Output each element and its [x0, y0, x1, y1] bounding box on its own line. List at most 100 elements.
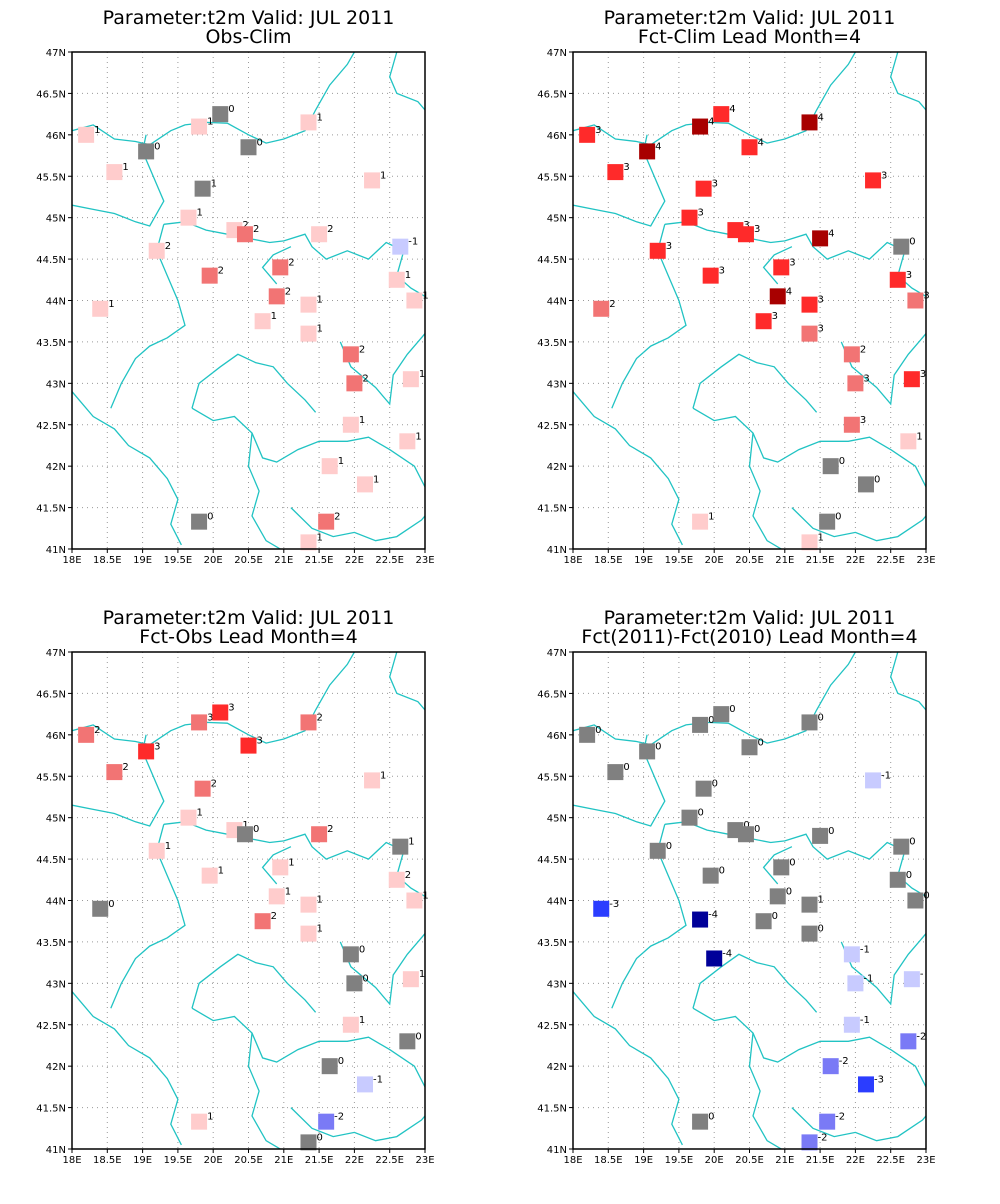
station-value-label: 1 — [916, 431, 922, 442]
station-value-label: 3 — [719, 266, 725, 277]
x-tick-label: 19.5E — [164, 555, 193, 566]
station-marker — [649, 842, 666, 859]
x-tick-label: 22E — [846, 555, 865, 566]
station-value-label: 0 — [154, 141, 160, 152]
station-value-label: 2 — [317, 712, 323, 723]
station-marker — [300, 925, 317, 942]
x-tick-label: 21E — [274, 1155, 293, 1166]
station-value-label: 2 — [334, 512, 340, 523]
river-line — [611, 824, 687, 1009]
y-tick-label: 44.5N — [36, 855, 66, 866]
station-value-label: 4 — [786, 286, 792, 297]
station-value-label: 0 — [818, 712, 824, 723]
river-lines — [573, 652, 926, 1149]
x-tick-label: 20E — [705, 1155, 724, 1166]
station-marker — [639, 143, 656, 160]
station-value-label: 1 — [317, 295, 323, 306]
station-marker — [695, 780, 712, 797]
x-tick-label: 19E — [133, 555, 152, 566]
station-value-label: 3 — [863, 373, 869, 384]
station-marker — [92, 300, 109, 317]
station-value-label: 2 — [860, 344, 866, 355]
panel-fct-clim: Parameter:t2m Valid: JUL 2011 Fct-Clim L… — [537, 7, 935, 566]
panel-subtitle: Fct-Clim Lead Month=4 — [638, 26, 861, 48]
station-value-label: 1 — [211, 179, 217, 190]
station-marker — [300, 296, 317, 313]
station-marker — [388, 271, 405, 288]
station-value-label: 1 — [285, 886, 291, 897]
x-tick-label: 18E — [563, 1155, 582, 1166]
y-tick-label: 47N — [46, 48, 66, 59]
station-marker — [900, 433, 917, 450]
station-marker — [843, 416, 860, 433]
station-marker — [889, 271, 906, 288]
station-marker — [268, 888, 285, 905]
station-marker — [402, 371, 419, 388]
y-tick-label: 41N — [46, 545, 66, 556]
station-value-label: 1 — [207, 117, 213, 128]
river-line — [261, 246, 292, 285]
station-marker — [737, 826, 754, 843]
station-marker — [300, 325, 317, 342]
station-value-label: 1 — [408, 837, 414, 848]
river-line — [72, 52, 355, 146]
river-line — [840, 333, 926, 406]
station-value-label: 4 — [655, 141, 661, 152]
river-line — [791, 1107, 926, 1142]
y-tick-label: 41.5N — [537, 504, 567, 515]
river-line — [890, 52, 926, 111]
station-value-label: - — [920, 969, 924, 980]
station-marker — [191, 513, 208, 530]
station-value-label: 0 — [257, 137, 263, 148]
river-line — [339, 933, 425, 1006]
station-marker — [741, 139, 758, 156]
station-value-label: 0 — [362, 973, 368, 984]
station-marker — [191, 714, 208, 731]
y-tick-label: 45.5N — [36, 172, 66, 183]
x-tick-label: 23E — [415, 555, 434, 566]
station-marker — [78, 126, 95, 143]
station-marker — [392, 238, 409, 255]
x-tick-label: 21.5E — [806, 1155, 835, 1166]
y-tick-label: 46.5N — [36, 689, 66, 700]
station-value-label: 1 — [818, 532, 824, 543]
station-value-label: 0 — [743, 820, 749, 831]
river-line — [890, 652, 926, 711]
station-value-label: 0 — [415, 1031, 421, 1042]
station-value-label: 3 — [207, 712, 213, 723]
station-marker — [406, 892, 423, 909]
station-marker — [212, 106, 229, 123]
station-value-label: 0 — [338, 1056, 344, 1067]
station-value-label: 3 — [257, 736, 263, 747]
river-line — [72, 391, 182, 546]
panel-title: Parameter:t2m Valid: JUL 2011 — [103, 7, 395, 29]
station-value-label: 3 — [920, 369, 926, 380]
y-tick-label: 43.5N — [36, 338, 66, 349]
station-marker — [801, 114, 818, 131]
x-tick-label: 22.5E — [375, 1155, 404, 1166]
station-value-label: 2 — [288, 257, 294, 268]
station-marker — [346, 375, 363, 392]
station-value-label: 3 — [154, 741, 160, 752]
station-value-label: -2 — [818, 1132, 828, 1143]
station-value-label: 2 — [271, 911, 277, 922]
station-value-label: 3 — [697, 208, 703, 219]
river-line — [573, 134, 666, 227]
x-tick-label: 22.5E — [876, 1155, 905, 1166]
x-tick-label: 20E — [204, 555, 223, 566]
station-marker — [388, 871, 405, 888]
x-tick-label: 22.5E — [375, 555, 404, 566]
station-marker — [607, 764, 624, 781]
y-tick-label: 42.5N — [36, 421, 66, 432]
y-tick-label: 42.5N — [36, 1021, 66, 1032]
y-tick-label: 45N — [547, 814, 567, 825]
station-marker — [201, 267, 218, 284]
river-line — [247, 1032, 281, 1149]
river-line — [748, 432, 782, 549]
station-marker — [847, 975, 864, 992]
station-value-label: 4 — [828, 228, 834, 239]
station-value-label: 3 — [818, 295, 824, 306]
y-tick-label: 46N — [46, 731, 66, 742]
